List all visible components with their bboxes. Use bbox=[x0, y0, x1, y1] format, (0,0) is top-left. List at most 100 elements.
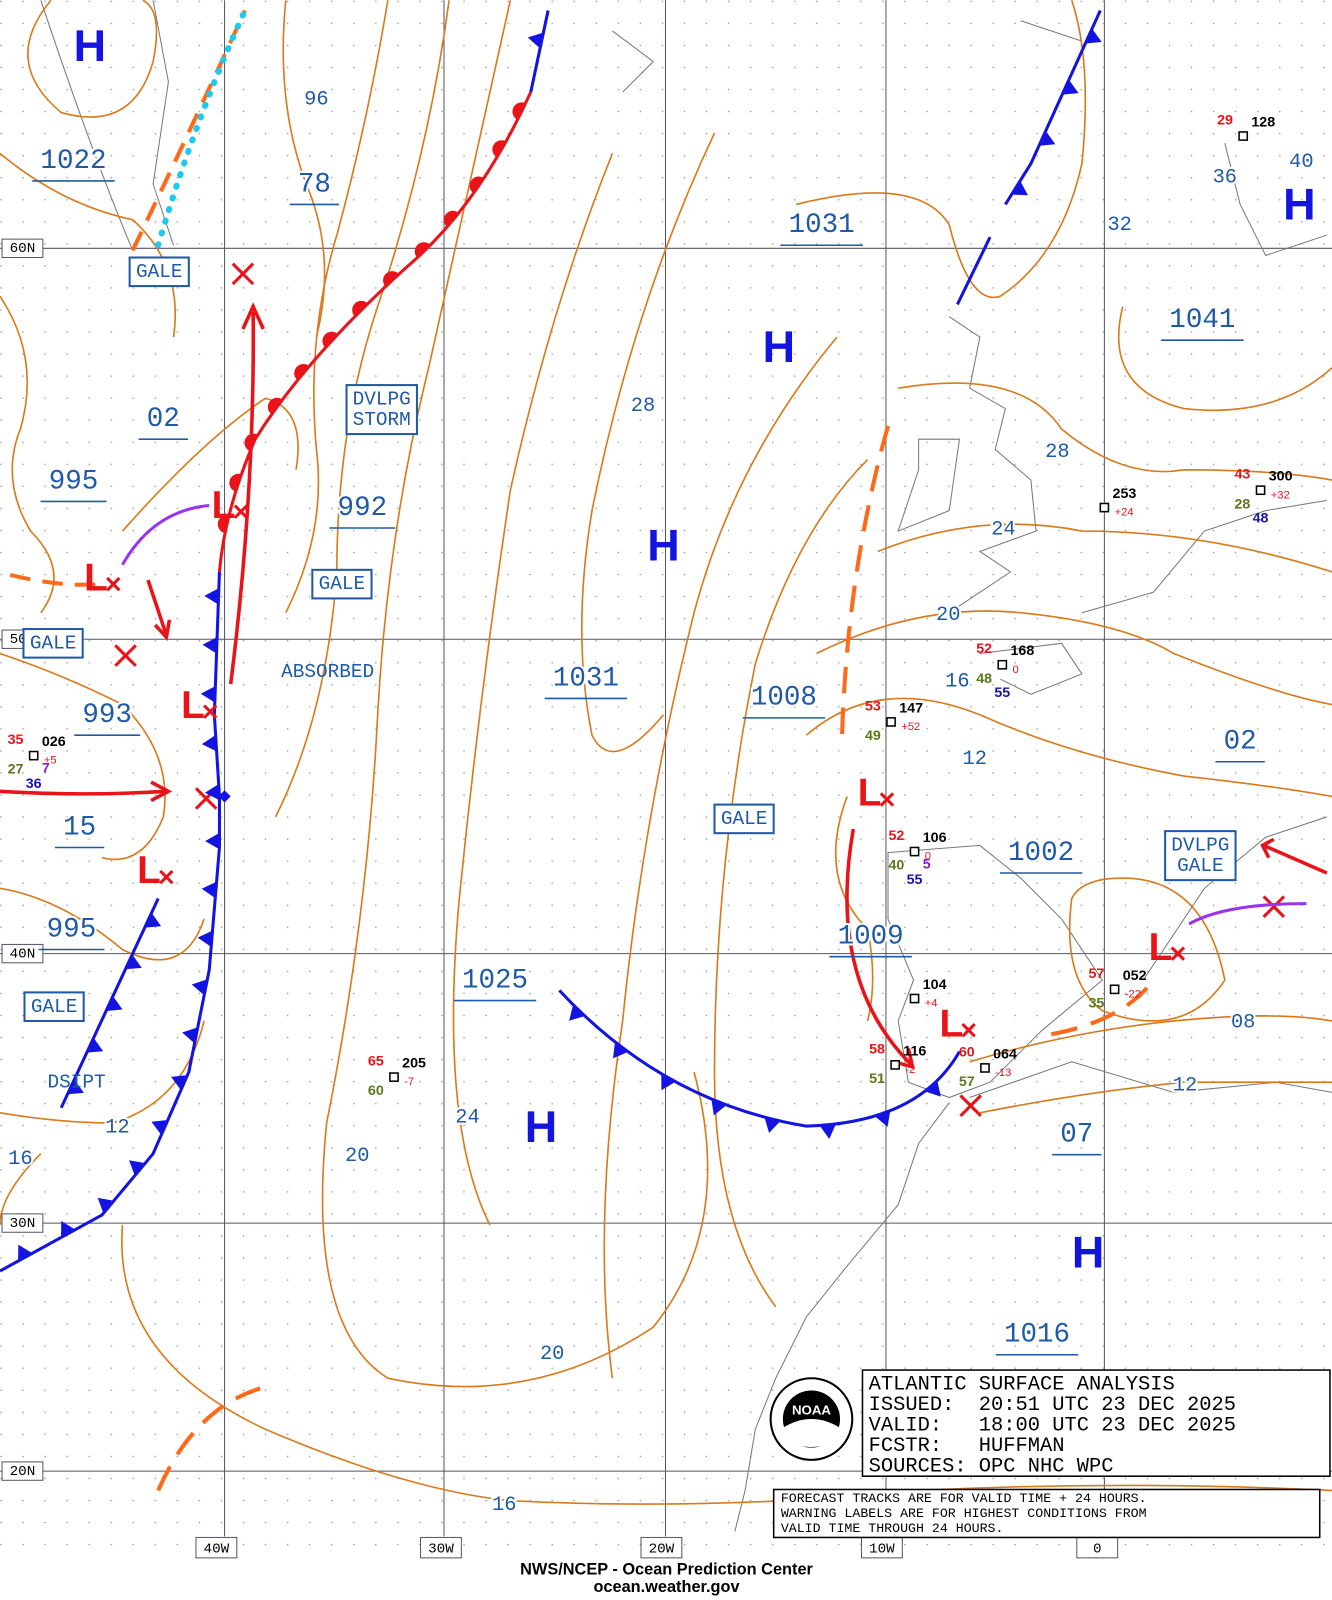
isobar-label: 32 bbox=[1107, 214, 1132, 237]
warning-label: GALE bbox=[721, 808, 768, 830]
cold-front-symbol bbox=[191, 979, 208, 996]
warm-front-symbol bbox=[492, 140, 507, 158]
fronts bbox=[0, 9, 1307, 1273]
warning-label: DVLPG bbox=[353, 389, 411, 411]
warm-front-symbol bbox=[294, 363, 310, 381]
cold-front-symbol bbox=[200, 686, 216, 703]
cold-front-symbol bbox=[613, 1042, 629, 1059]
low-center: L bbox=[84, 556, 108, 599]
cold-front-symbol bbox=[171, 1075, 188, 1091]
annotation: ABSORBED bbox=[281, 661, 374, 683]
longitude-label: 10W bbox=[869, 1541, 895, 1557]
station-marker bbox=[909, 846, 920, 857]
warm-front-symbol bbox=[217, 514, 229, 534]
station-wave: 55 bbox=[907, 872, 923, 888]
tracks-and-troughs bbox=[0, 7, 1328, 1492]
isobar-label: 08 bbox=[1231, 1011, 1256, 1034]
longitude-label: 0 bbox=[1093, 1541, 1102, 1557]
latitude-label: 20N bbox=[10, 1464, 36, 1480]
cold-front-symbol bbox=[197, 930, 213, 947]
isobar-label: 24 bbox=[455, 1106, 480, 1129]
isobar-label: 1031 bbox=[553, 663, 619, 694]
station-temp: 60 bbox=[959, 1044, 975, 1060]
warning-label: GALE bbox=[30, 632, 77, 654]
isobar-label: 02 bbox=[147, 404, 180, 435]
warm-front-symbol bbox=[414, 242, 431, 258]
cold-front-symbol bbox=[819, 1123, 836, 1140]
station-wave: 48 bbox=[1253, 511, 1269, 527]
cold-front-symbol bbox=[182, 1027, 198, 1044]
station-temp: 53 bbox=[865, 698, 881, 714]
station-tend: +52 bbox=[901, 721, 920, 733]
warning-label: GALE bbox=[319, 573, 366, 595]
station-temp: 43 bbox=[1234, 467, 1250, 483]
cold-front-symbol bbox=[925, 1080, 941, 1097]
station-temp: 52 bbox=[888, 828, 904, 844]
station-temp: 57 bbox=[1089, 966, 1105, 982]
isobar-label: 993 bbox=[82, 700, 132, 731]
isobar-label: 1002 bbox=[1008, 838, 1074, 869]
warning-box bbox=[713, 803, 775, 835]
info-line: ATLANTIC SURFACE ANALYSIS bbox=[869, 1374, 1175, 1397]
station-dew: 49 bbox=[865, 728, 881, 744]
station-tend: -7 bbox=[404, 1076, 414, 1088]
low-center: L bbox=[939, 1002, 963, 1045]
isobar-label: 12 bbox=[1173, 1075, 1198, 1098]
warm-front-symbol bbox=[469, 176, 484, 194]
station-dew: 60 bbox=[368, 1083, 384, 1099]
station-tend: -13 bbox=[995, 1067, 1011, 1079]
cold-front-symbol bbox=[106, 996, 123, 1011]
isobar-label: 992 bbox=[338, 493, 388, 524]
warning-label: GALE bbox=[31, 996, 78, 1018]
isobars bbox=[0, 0, 1332, 1505]
longitude-label: 20W bbox=[649, 1541, 675, 1557]
warning-label: GALE bbox=[136, 261, 183, 283]
station-pressure: 253 bbox=[1113, 486, 1137, 502]
station-pressure: 052 bbox=[1123, 968, 1147, 984]
cold-front-symbol bbox=[129, 1160, 146, 1176]
front-line bbox=[558, 989, 961, 1128]
isobar-label: 1009 bbox=[838, 922, 904, 953]
isobar-label: 1022 bbox=[40, 146, 106, 177]
station-pressure: 116 bbox=[903, 1043, 926, 1059]
low-cross bbox=[879, 792, 895, 807]
isobar-label: 40 bbox=[1289, 151, 1314, 174]
cold-front-symbol bbox=[86, 1037, 104, 1053]
station-temp: 29 bbox=[1217, 112, 1233, 128]
cold-front-symbol bbox=[1038, 130, 1056, 146]
cold-front-symbol bbox=[151, 1120, 168, 1136]
station-tend: +32 bbox=[1271, 489, 1290, 501]
warm-front-symbol bbox=[267, 397, 283, 415]
low-center: L bbox=[137, 849, 161, 892]
high-center: H bbox=[1072, 1227, 1104, 1278]
coastlines bbox=[40, 0, 1332, 1532]
latitude-box bbox=[1, 238, 44, 259]
isobar-label: 20 bbox=[540, 1343, 565, 1366]
warm-front-symbol bbox=[383, 271, 399, 287]
isobar-label: 16 bbox=[492, 1494, 517, 1517]
cold-front-symbol bbox=[201, 735, 217, 752]
cold-front-symbol bbox=[125, 954, 142, 970]
high-center: H bbox=[1283, 178, 1315, 229]
isobar-label: 1008 bbox=[751, 683, 817, 714]
isobar-label: 07 bbox=[1060, 1120, 1093, 1151]
cold-front-symbol bbox=[204, 588, 219, 605]
cold-front-symbol bbox=[97, 1197, 114, 1214]
footer-line: ocean.weather.gov bbox=[593, 1578, 740, 1596]
front-line bbox=[1188, 902, 1307, 926]
cold-front-symbol bbox=[67, 1079, 84, 1095]
station-dew: 35 bbox=[1089, 995, 1105, 1011]
cold-front-symbol bbox=[527, 32, 544, 49]
low-cross bbox=[159, 869, 174, 885]
high-center: H bbox=[763, 321, 795, 372]
isobar-label: 12 bbox=[105, 1117, 130, 1140]
isobar-label: 02 bbox=[1224, 727, 1257, 758]
warning-box bbox=[345, 384, 418, 436]
warm-front-symbol bbox=[512, 102, 526, 120]
info-line: FCSTR: HUFFMAN bbox=[869, 1435, 1065, 1458]
low-center: L bbox=[1149, 926, 1173, 969]
low-center: L bbox=[212, 484, 236, 527]
isobar-label: 1041 bbox=[1169, 305, 1235, 336]
warm-front-symbol bbox=[322, 331, 338, 348]
station-tend: +24 bbox=[1115, 507, 1134, 519]
